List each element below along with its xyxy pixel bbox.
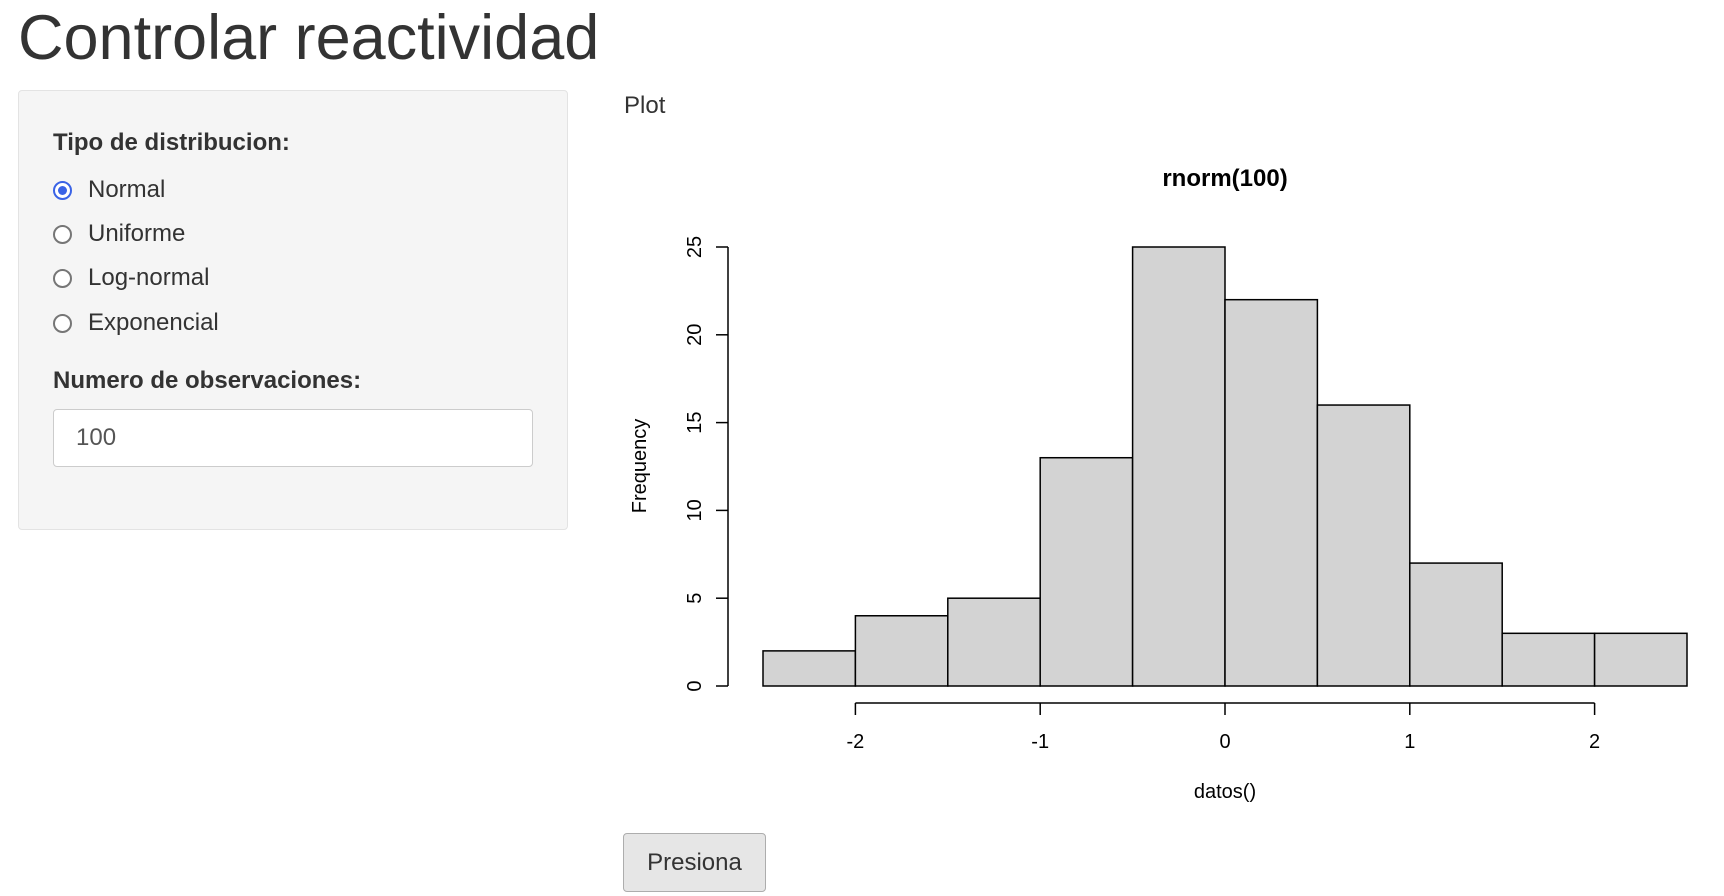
radio-exponencial-button[interactable]	[53, 313, 72, 333]
distribution-label: Tipo de distribucion:	[53, 129, 290, 156]
y-tick-label: 25	[684, 236, 706, 258]
y-axis-label: Frequency	[629, 419, 651, 514]
radio-exponencial-label[interactable]: Exponencial	[88, 309, 219, 336]
sidebar-panel: Tipo de distribucion: Normal Uniforme Lo…	[18, 90, 568, 530]
x-tick-label: -1	[1031, 731, 1049, 753]
histogram-bar	[854, 615, 949, 687]
histogram-bar	[1039, 456, 1134, 687]
radio-log-normal[interactable]: Log-normal	[53, 261, 209, 295]
observations-input[interactable]	[53, 409, 533, 467]
y-tick-label: 20	[684, 324, 706, 346]
x-axis-label: datos()	[1194, 781, 1256, 803]
observations-label: Numero de observaciones:	[53, 367, 362, 394]
histogram-bars	[762, 246, 1688, 687]
radio-normal-button[interactable]	[53, 180, 72, 200]
x-tick-label: 2	[1589, 731, 1600, 753]
y-tick-label: 15	[684, 411, 706, 433]
histogram-bar	[1409, 562, 1503, 687]
histogram-bar	[947, 597, 1041, 687]
histogram-bar	[762, 650, 857, 687]
histogram-bar	[1501, 632, 1596, 687]
histogram-bar	[1131, 246, 1226, 687]
radio-normal[interactable]: Normal	[53, 173, 165, 207]
histogram-bar	[1593, 632, 1688, 687]
x-axis: -2 -1 0 1 2	[847, 702, 1600, 753]
histogram-bar	[1224, 298, 1319, 687]
presiona-button[interactable]: Presiona	[623, 833, 766, 892]
plot-tab-label: Plot	[624, 92, 666, 119]
radio-exponencial[interactable]: Exponencial	[53, 306, 219, 340]
radio-log-normal-button[interactable]	[53, 268, 72, 288]
x-tick-label: 0	[1219, 731, 1230, 753]
chart-title: rnorm(100)	[1162, 165, 1287, 192]
x-tick-label: 1	[1404, 731, 1415, 753]
radio-uniforme-button[interactable]	[53, 224, 72, 244]
y-tick-label: 0	[684, 680, 706, 691]
histogram-bar	[1316, 404, 1411, 687]
x-tick-label: -2	[847, 731, 865, 753]
radio-uniforme-label[interactable]: Uniforme	[88, 220, 186, 247]
y-tick-label: 5	[684, 593, 706, 604]
y-tick-label: 10	[684, 499, 706, 521]
y-axis: 0 5 10 15 20 25	[684, 236, 729, 692]
radio-log-normal-label[interactable]: Log-normal	[88, 264, 210, 291]
radio-uniforme[interactable]: Uniforme	[53, 217, 185, 251]
page-title: Controlar reactividad	[18, 3, 600, 73]
radio-normal-label[interactable]: Normal	[88, 176, 166, 203]
